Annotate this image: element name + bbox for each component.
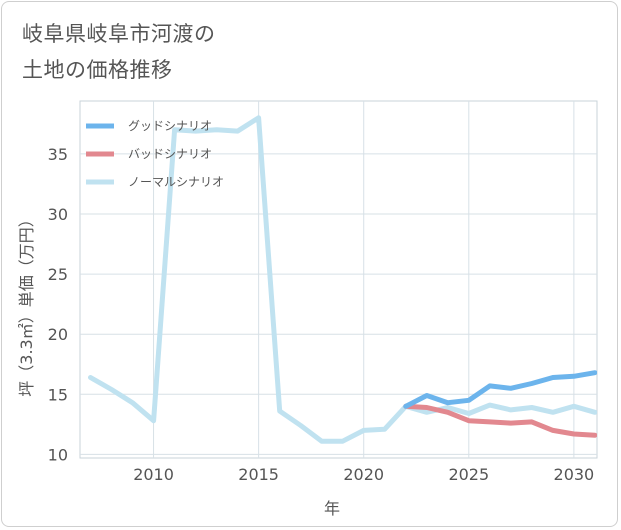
y-axis-label: 坪（3.3㎡）単価（万円） — [17, 211, 36, 396]
x-tick-label: 2025 — [448, 465, 489, 484]
y-tick-label: 15 — [48, 385, 68, 404]
page-title-line-2: 土地の価格推移 — [22, 58, 173, 82]
x-axis-label: 年 — [324, 499, 340, 518]
legend-label: グッドシナリオ — [128, 119, 212, 133]
y-tick-label: 25 — [48, 265, 68, 284]
legend-label: ノーマルシナリオ — [128, 175, 224, 189]
legend-label: バッドシナリオ — [128, 147, 212, 161]
x-tick-label: 2020 — [343, 465, 384, 484]
y-tick-label: 10 — [48, 445, 68, 464]
x-tick-label: 2010 — [133, 465, 174, 484]
plot-frame — [79, 100, 598, 459]
page-title: 岐阜県岐阜市河渡の 土地の価格推移 — [22, 16, 216, 88]
series-line-bad — [403, 403, 597, 438]
series-line-good — [403, 370, 597, 409]
series-lines — [88, 115, 597, 444]
y-tick-label: 30 — [48, 205, 68, 224]
y-tick-label: 35 — [48, 145, 68, 164]
page-title-line-1: 岐阜県岐阜市河渡の — [22, 22, 216, 46]
x-tick-label: 2030 — [554, 465, 595, 484]
series-line-normal — [88, 115, 597, 444]
x-tick-label: 2015 — [238, 465, 279, 484]
y-tick-label: 20 — [48, 325, 68, 344]
